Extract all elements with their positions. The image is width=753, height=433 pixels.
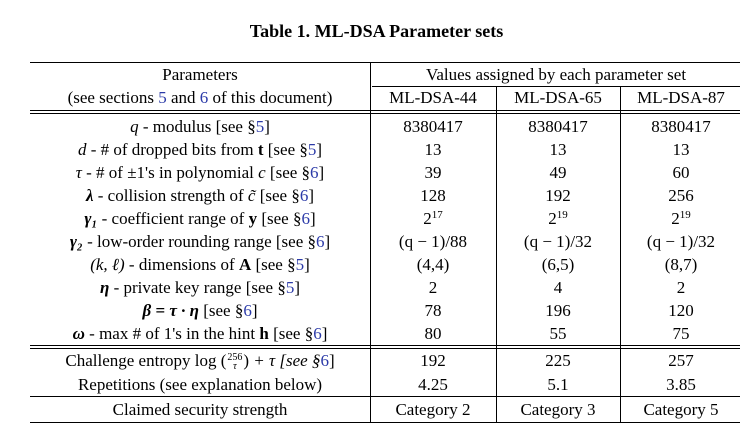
table-cell: (q − 1)/32 — [646, 232, 716, 251]
column-divider — [620, 86, 621, 422]
table-cell: 2 — [428, 278, 438, 297]
table-cell: 13 — [549, 140, 567, 159]
params-subheader: (see sections 5 and 6 of this document) — [67, 88, 333, 107]
table-cell: 219 — [671, 209, 691, 228]
ref-link[interactable]: 5 — [255, 117, 265, 136]
rule-params-a — [30, 345, 740, 346]
rule-header-b — [30, 113, 740, 114]
row-label-lambda: λ - collision strength of c̃ [see §6] — [85, 186, 315, 205]
table-cell: 13 — [424, 140, 442, 159]
table-cell: (4,4) — [416, 255, 450, 274]
ref-link[interactable]: 6 — [320, 351, 329, 370]
rule-top — [30, 62, 740, 63]
ref-link[interactable]: 6 — [310, 163, 319, 182]
table-cell: 60 — [672, 163, 690, 182]
row-label-omega: ω - max # of 1's in the hint h [see §6] — [72, 324, 328, 343]
row-label-gamma2: γ₂ - low-order rounding range [see §6] — [69, 232, 331, 251]
row-label-entropy: Challenge entropy log (256 τ) + τ [see §6… — [65, 351, 335, 373]
row-label-eta: η - private key range [see §5] — [99, 278, 301, 297]
row-label-dimensions: (k, ℓ) - dimensions of A [see §5] — [90, 255, 310, 274]
table-cell: (q − 1)/32 — [523, 232, 593, 251]
table-cell: 8380417 — [528, 117, 588, 136]
params-header: Parameters — [162, 65, 238, 84]
ref-link[interactable]: 6 — [301, 209, 310, 228]
table-cell: 225 — [545, 351, 571, 370]
table-cell: 8380417 — [651, 117, 711, 136]
table-cell: 128 — [420, 186, 446, 205]
table-cell: (8,7) — [664, 255, 698, 274]
table-cell: 13 — [672, 140, 690, 159]
table-cell: 3.85 — [666, 375, 696, 394]
rule-bottom — [30, 422, 740, 423]
table-cell: 55 — [549, 324, 567, 343]
table-cell: 5.1 — [547, 375, 569, 394]
column-divider — [496, 86, 497, 422]
row-label-d: d - # of dropped bits from t [see §5] — [77, 140, 323, 159]
table-cell: 257 — [668, 351, 694, 370]
ref-link[interactable]: 5 — [285, 278, 295, 297]
table-cell: 8380417 — [403, 117, 463, 136]
table-cell: 39 — [424, 163, 442, 182]
row-label-security: Claimed security strength — [112, 400, 288, 419]
rule-security — [30, 396, 740, 397]
table-cell: 196 — [545, 301, 571, 320]
table-cell: 4.25 — [418, 375, 448, 394]
table-cell: (6,5) — [541, 255, 575, 274]
table-cell: 80 — [424, 324, 442, 343]
table-cell: Category 2 — [395, 400, 471, 419]
table-cell: 219 — [548, 209, 568, 228]
table-cell: 192 — [420, 351, 446, 370]
set-header-44: ML-DSA-44 — [389, 88, 477, 107]
ref-link[interactable]: 6 — [243, 301, 252, 320]
ref-link[interactable]: 6 — [313, 324, 322, 343]
ref-link[interactable]: 6 — [316, 232, 325, 251]
section-5-link[interactable]: 5 — [158, 88, 167, 107]
table-cell: 120 — [668, 301, 694, 320]
row-label-beta: β = τ · η [see §6] — [142, 301, 258, 320]
rule-header-a — [30, 110, 740, 111]
ref-link[interactable]: 5 — [307, 140, 317, 159]
table-cell: 192 — [545, 186, 571, 205]
table-title: Table 1. ML-DSA Parameter sets — [249, 21, 504, 41]
rule-header-mid — [372, 86, 740, 87]
row-label-q: q - modulus [see §5] — [130, 117, 270, 136]
row-label-repetitions: Repetitions (see explanation below) — [77, 375, 323, 394]
row-label-tau: τ - # of ±1's in polynomial c [see §6] — [75, 163, 325, 182]
table-cell: 78 — [424, 301, 442, 320]
rule-params-b — [30, 348, 740, 349]
ref-link[interactable]: 6 — [299, 186, 309, 205]
ref-link[interactable]: 5 — [295, 255, 305, 274]
table-cell: 217 — [423, 209, 443, 228]
table-cell: 75 — [672, 324, 690, 343]
row-label-gamma1: γ₁ - coefficient range of y [see §6] — [84, 209, 316, 228]
table-cell: 2 — [676, 278, 686, 297]
table-cell: 4 — [553, 278, 563, 297]
table-cell: 256 — [668, 186, 694, 205]
table-cell: (q − 1)/88 — [398, 232, 468, 251]
set-header-65: ML-DSA-65 — [514, 88, 602, 107]
table-cell: 49 — [549, 163, 567, 182]
table-cell: Category 3 — [520, 400, 596, 419]
values-header: Values assigned by each parameter set — [425, 65, 687, 84]
table-cell: Category 5 — [643, 400, 719, 419]
column-divider — [370, 62, 371, 422]
set-header-87: ML-DSA-87 — [637, 88, 725, 107]
section-6-link[interactable]: 6 — [199, 88, 209, 107]
